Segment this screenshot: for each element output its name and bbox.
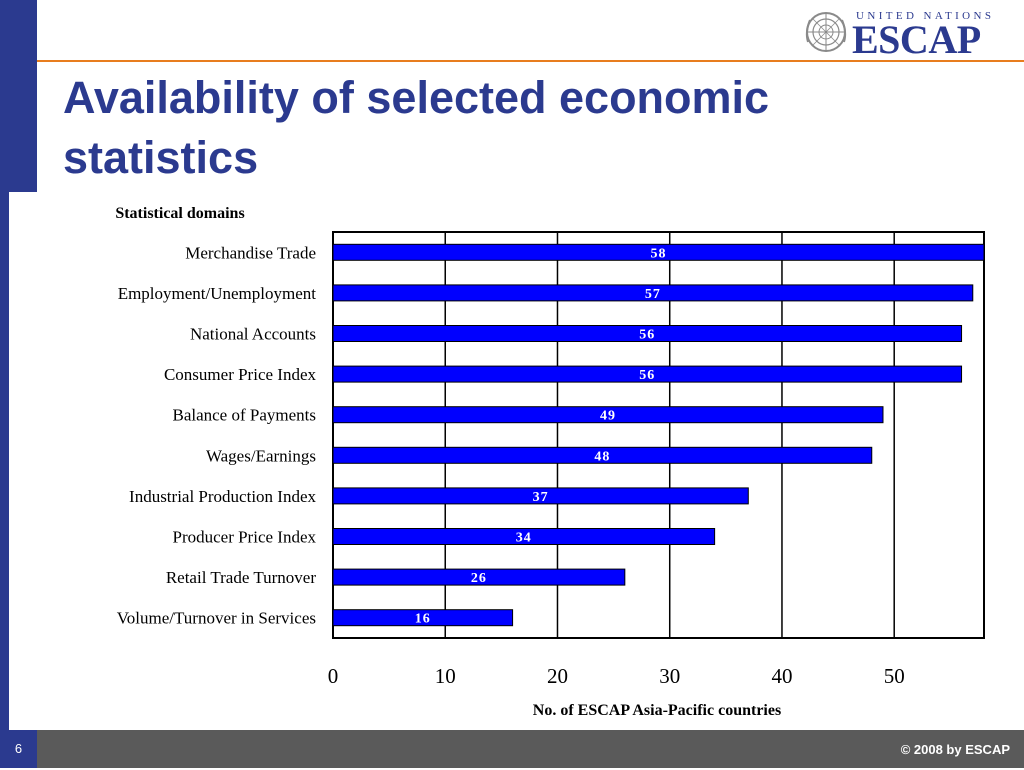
data-label: 57	[645, 287, 661, 302]
bar	[332, 528, 716, 545]
category-axis-title: Statistical domains	[115, 205, 244, 222]
copyright-text: © 2008 by ESCAP	[900, 742, 1010, 757]
slide-title: Availability of selected economic statis…	[63, 72, 770, 183]
x-tick-label: 0	[328, 664, 339, 688]
bar	[332, 325, 963, 342]
x-tick-label: 30	[659, 664, 680, 688]
logo-escap-text: ESCAP	[852, 17, 981, 62]
data-label: 34	[516, 531, 532, 546]
x-axis-title: No. of ESCAP Asia-Pacific countries	[533, 702, 781, 719]
category-label: Industrial Production Index	[129, 487, 316, 506]
bar	[332, 568, 626, 586]
bar	[332, 284, 974, 302]
category-label: National Accounts	[190, 325, 316, 344]
category-label: Producer Price Index	[172, 528, 316, 547]
bar	[332, 487, 749, 505]
footer-bar	[0, 730, 1024, 768]
x-tick-label: 40	[771, 664, 792, 688]
category-label: Retail Trade Turnover	[166, 568, 317, 587]
data-label: 58	[651, 246, 667, 261]
data-label: 16	[415, 612, 431, 627]
category-label: Consumer Price Index	[164, 365, 317, 384]
left-accent-strip	[0, 192, 9, 730]
category-label: Wages/Earnings	[206, 446, 316, 465]
logo-united-nations-text: UNITED NATIONS	[856, 10, 995, 22]
page-number: 6	[14, 741, 23, 756]
data-label: 26	[471, 571, 487, 586]
axis-layer: 0 10 20 30 40 50 Merchandise Trade Employment/U…	[117, 243, 905, 688]
category-label: Balance of Payments	[172, 406, 316, 425]
bar	[332, 243, 985, 261]
data-label: 56	[639, 368, 655, 383]
data-label: 49	[600, 409, 616, 424]
x-tick-label: 50	[884, 664, 905, 688]
page-number-box	[0, 730, 37, 768]
escap-logo: UNITED NATIONS ESCAP	[800, 6, 1012, 62]
header-divider	[37, 60, 1024, 62]
x-tick-label: 10	[435, 664, 456, 688]
category-label: Employment/Unemployment	[118, 284, 317, 303]
plot-frame	[332, 231, 985, 639]
bar	[332, 609, 514, 627]
data-label: 56	[639, 328, 655, 343]
data-label: 37	[533, 490, 549, 505]
bar	[332, 406, 884, 424]
category-label: Volume/Turnover in Services	[117, 609, 316, 628]
x-tick-label: 20	[547, 664, 568, 688]
bar	[332, 446, 873, 464]
category-label: Merchandise Trade	[185, 243, 316, 262]
bar-layer: 58 57 56 56 49 48 37 34 26 16	[332, 243, 985, 627]
data-label: 48	[594, 449, 610, 464]
left-accent-bar	[0, 0, 37, 192]
un-emblem-icon	[805, 12, 847, 52]
bar-chart: 58 57 56 56 49 48 37 34 26 16 0 10 20 30 40 50 Merchand…	[115, 205, 985, 719]
bar	[332, 365, 963, 383]
